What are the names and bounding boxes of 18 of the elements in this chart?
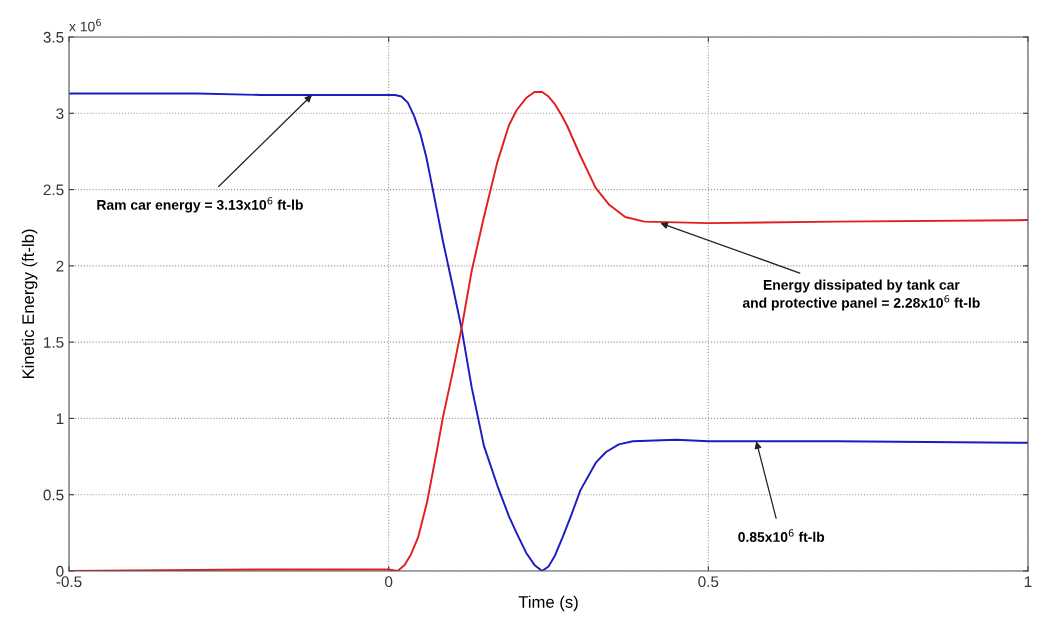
x-tick-label: 1 (1024, 576, 1032, 587)
x-tick-label: 0.5 (698, 576, 719, 588)
y-tick-label: 2.5 (43, 184, 64, 196)
y-tick-label: 0 (56, 565, 64, 577)
y-tick-label: 3.5 (43, 31, 64, 43)
y-tick-label: 0.5 (43, 489, 64, 501)
x-axis-title: Time (s) (518, 595, 578, 612)
x-tick-label: -0.5 (56, 576, 82, 588)
y-tick-label: 3 (56, 108, 64, 119)
y-tick-label: 2 (56, 260, 64, 272)
annotation: 0.85x10$^{6}$ ft-lb (738, 529, 825, 542)
y-tick-label: 1 (56, 413, 64, 424)
x-tick-label: 0 (385, 576, 393, 588)
annotation: Ram car energy = 3.13x10$^{6}$ ft-lb (97, 197, 303, 213)
annotation: Energy dissipated by tank car and protective panel = 2.28x10$^{6}$ ft-lb (742, 279, 980, 311)
y-axis-title: Kinetic Energy (ft-lb) (21, 229, 38, 379)
text: x 10$^{6}$ (69, 18, 101, 32)
y-tick-label: 1.5 (44, 337, 64, 348)
